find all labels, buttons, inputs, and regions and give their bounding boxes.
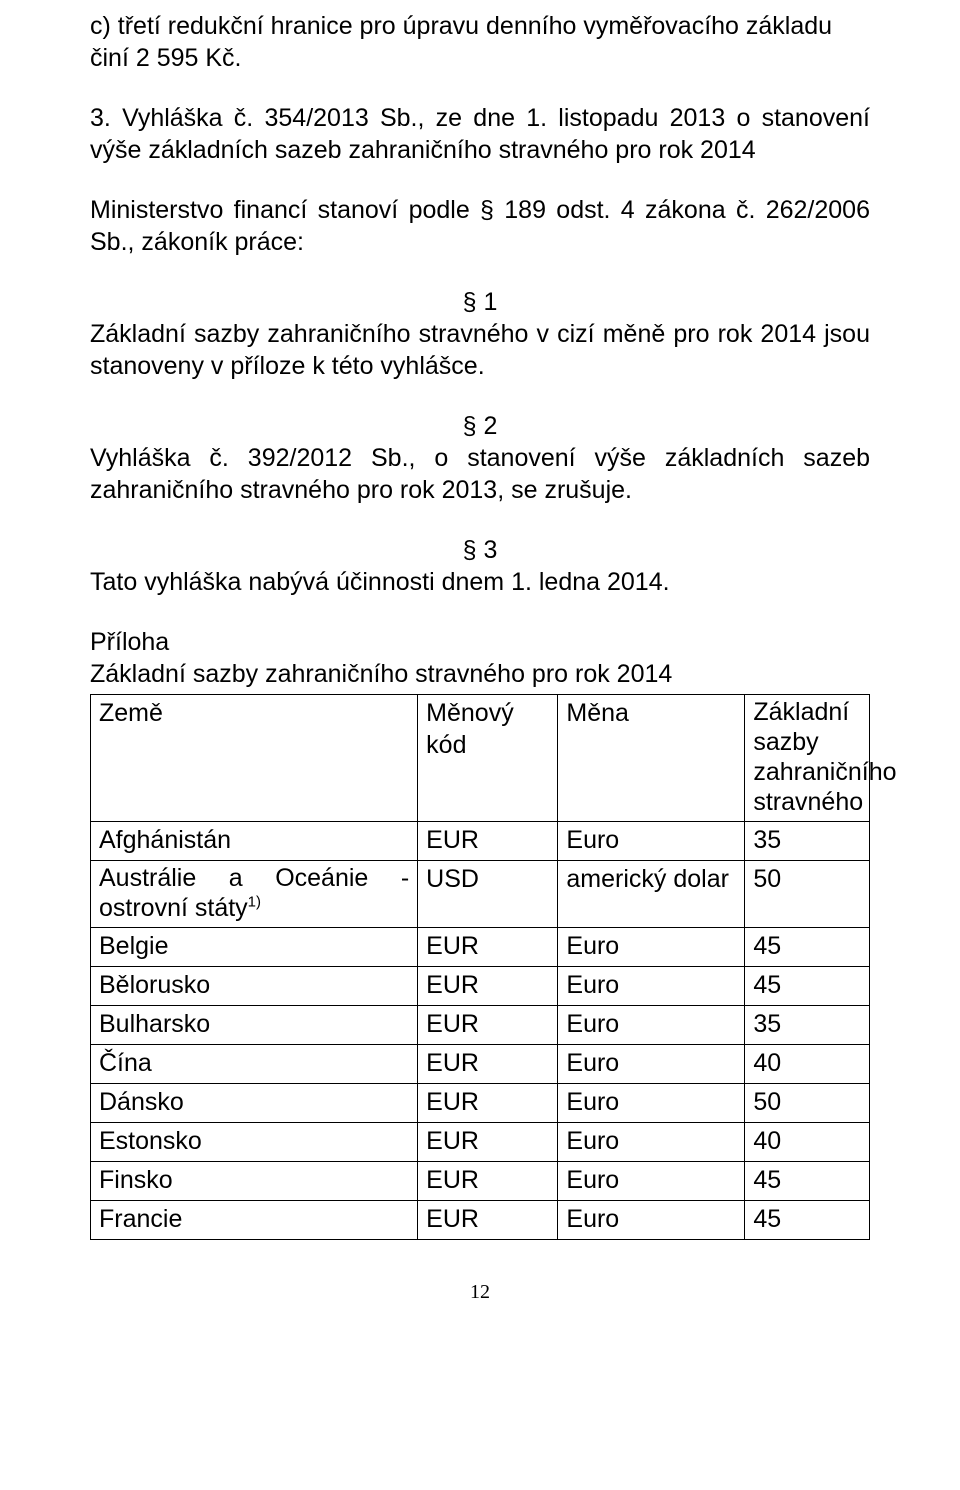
- cell-rate: 40: [745, 1045, 870, 1084]
- cell-code: EUR: [418, 1162, 558, 1201]
- cell-currency: Euro: [558, 928, 745, 967]
- col-rate: Základní sazby zahraničního stravného: [745, 695, 870, 822]
- cell-currency: Euro: [558, 1084, 745, 1123]
- section-1-number: § 1: [90, 286, 870, 318]
- cell-country: Bulharsko: [91, 1006, 418, 1045]
- cell-code: EUR: [418, 822, 558, 861]
- cell-code: EUR: [418, 1045, 558, 1084]
- table-row: Bělorusko EUR Euro 45: [91, 967, 870, 1006]
- cell-currency: Euro: [558, 1045, 745, 1084]
- document-page: c) třetí redukční hranice pro úpravu den…: [0, 0, 960, 1490]
- section-3-body: Tato vyhláška nabývá účinnosti dnem 1. l…: [90, 566, 870, 598]
- section-2-body: Vyhláška č. 392/2012 Sb., o stanovení vý…: [90, 442, 870, 506]
- col-currency: Měna: [558, 695, 745, 822]
- cell-rate: 40: [745, 1123, 870, 1162]
- paragraph-3-heading: 3. Vyhláška č. 354/2013 Sb., ze dne 1. l…: [90, 102, 870, 166]
- attachment-subtitle: Základní sazby zahraničního stravného pr…: [90, 658, 870, 690]
- cell-country: Belgie: [91, 928, 418, 967]
- table-row: Finsko EUR Euro 45: [91, 1162, 870, 1201]
- cell-country: Austrálie a Oceánie - ostrovní státy1): [91, 861, 418, 928]
- cell-country: Bělorusko: [91, 967, 418, 1006]
- paragraph-c: c) třetí redukční hranice pro úpravu den…: [90, 10, 870, 74]
- cell-country: Francie: [91, 1201, 418, 1240]
- attachment-title: Příloha: [90, 626, 870, 658]
- cell-currency: americký dolar: [558, 861, 745, 928]
- cell-currency: Euro: [558, 822, 745, 861]
- cell-country: Estonsko: [91, 1123, 418, 1162]
- cell-rate: 35: [745, 1006, 870, 1045]
- section-1-body: Základní sazby zahraničního stravného v …: [90, 318, 870, 382]
- col-country: Země: [91, 695, 418, 822]
- cell-code: USD: [418, 861, 558, 928]
- cell-currency: Euro: [558, 1006, 745, 1045]
- cell-code: EUR: [418, 1006, 558, 1045]
- table-header-row: Země Měnový kód Měna Základní sazby zahr…: [91, 695, 870, 822]
- paragraph-ministry: Ministerstvo financí stanoví podle § 189…: [90, 194, 870, 258]
- cell-currency: Euro: [558, 1201, 745, 1240]
- col-code: Měnový kód: [418, 695, 558, 822]
- country-footnote-ref: 1): [248, 894, 261, 911]
- cell-rate: 35: [745, 822, 870, 861]
- cell-currency: Euro: [558, 1123, 745, 1162]
- cell-code: EUR: [418, 967, 558, 1006]
- rates-table: Země Měnový kód Měna Základní sazby zahr…: [90, 694, 870, 1240]
- cell-country: Čína: [91, 1045, 418, 1084]
- table-row: Belgie EUR Euro 45: [91, 928, 870, 967]
- table-row: Francie EUR Euro 45: [91, 1201, 870, 1240]
- cell-rate: 45: [745, 1162, 870, 1201]
- cell-country: Finsko: [91, 1162, 418, 1201]
- cell-currency: Euro: [558, 967, 745, 1006]
- table-row: Čína EUR Euro 40: [91, 1045, 870, 1084]
- table-row: Estonsko EUR Euro 40: [91, 1123, 870, 1162]
- cell-country: Dánsko: [91, 1084, 418, 1123]
- section-3-number: § 3: [90, 534, 870, 566]
- table-row: Austrálie a Oceánie - ostrovní státy1) U…: [91, 861, 870, 928]
- cell-rate: 50: [745, 1084, 870, 1123]
- cell-currency: Euro: [558, 1162, 745, 1201]
- cell-rate: 45: [745, 928, 870, 967]
- cell-rate: 45: [745, 967, 870, 1006]
- section-2-number: § 2: [90, 410, 870, 442]
- page-number: 12: [90, 1280, 870, 1306]
- table-row: Dánsko EUR Euro 50: [91, 1084, 870, 1123]
- cell-code: EUR: [418, 928, 558, 967]
- cell-country: Afghánistán: [91, 822, 418, 861]
- cell-rate: 45: [745, 1201, 870, 1240]
- cell-rate: 50: [745, 861, 870, 928]
- cell-code: EUR: [418, 1084, 558, 1123]
- table-row: Bulharsko EUR Euro 35: [91, 1006, 870, 1045]
- cell-code: EUR: [418, 1123, 558, 1162]
- table-row: Afghánistán EUR Euro 35: [91, 822, 870, 861]
- cell-code: EUR: [418, 1201, 558, 1240]
